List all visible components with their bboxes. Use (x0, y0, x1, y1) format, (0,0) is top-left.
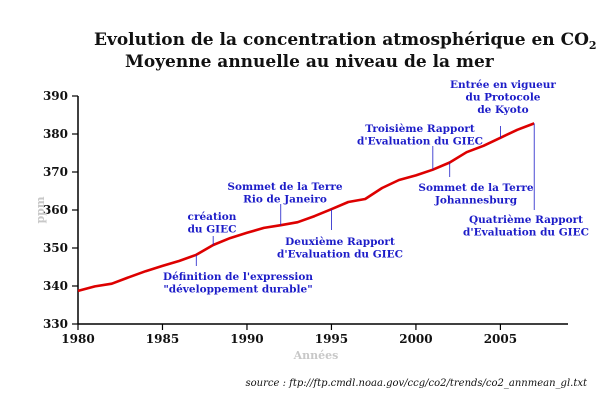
chart-title: Evolution de la concentration atmosphéri… (94, 30, 597, 52)
annotation-text: d'Evaluation du GIEC (277, 249, 403, 261)
chart-subtitle: Moyenne annuelle au niveau de la mer (125, 52, 495, 72)
x-tick-label: 1995 (315, 332, 348, 346)
y-ticks: 330 340 350 360 370 380 390 (43, 89, 78, 331)
x-tick-label: 1985 (146, 332, 179, 346)
annotation-text: "développement durable" (163, 284, 312, 296)
x-axis-title: Années (293, 349, 339, 362)
co2-series-line (77, 122, 535, 293)
y-tick-label: 350 (43, 241, 68, 255)
annotation-text: Quatrième Rapport (469, 214, 583, 226)
annotation-text: création (188, 211, 237, 223)
annotation-text: Sommet de la Terre (227, 181, 342, 193)
y-tick-label: 340 (43, 279, 68, 293)
y-tick-label: 390 (43, 89, 68, 103)
y-tick-label: 370 (43, 165, 68, 179)
annotation-text: Rio de Janeiro (243, 194, 327, 206)
annotations: Définition de l'expression"développement… (163, 79, 589, 296)
x-ticks: 1980 1985 1990 1995 2000 2005 (61, 324, 517, 346)
annotation-text: d'Evaluation du GIEC (463, 227, 589, 239)
x-tick-label: 1990 (230, 332, 263, 346)
annotation-text: Troisième Rapport (365, 123, 475, 135)
x-tick-label: 1980 (61, 332, 94, 346)
annotation-text: Sommet de la Terre (418, 182, 533, 194)
annotation-text: de Kyoto (477, 104, 528, 116)
y-tick-label: 380 (43, 127, 68, 141)
annotation-text: Définition de l'expression (163, 271, 313, 283)
y-axis-title: ppm (34, 196, 47, 223)
annotation-text: Entrée en vigueur (450, 79, 556, 91)
annotation-text: du Protocole (466, 92, 541, 104)
annotation-text: Deuxième Rapport (285, 236, 395, 248)
y-tick-label: 330 (43, 317, 68, 331)
source-note: source : ftp://ftp.cmdl.noaa.gov/ccg/co2… (246, 378, 588, 389)
x-tick-label: 2000 (399, 332, 432, 346)
annotation-text: du GIEC (188, 224, 237, 236)
annotation-text: Johannesburg (434, 195, 518, 207)
y-tick-label: 360 (43, 203, 68, 217)
annotation-text: d'Evaluation du GIEC (357, 136, 483, 148)
x-tick-label: 2005 (484, 332, 517, 346)
